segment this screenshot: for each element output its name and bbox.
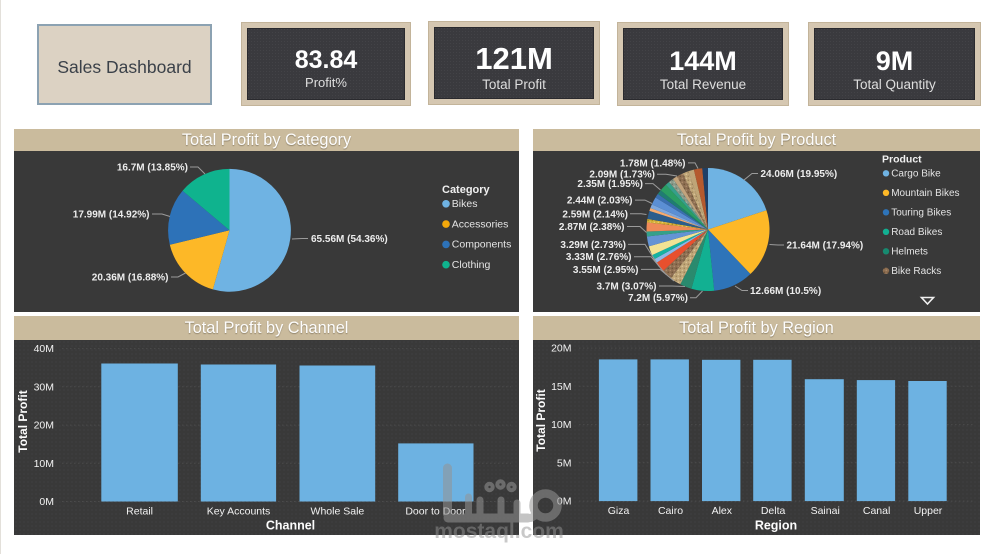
svg-text:24.06M (19.95%): 24.06M (19.95%)	[761, 169, 838, 180]
svg-text:Bike Racks: Bike Racks	[891, 266, 941, 277]
svg-text:20M: 20M	[551, 343, 571, 355]
svg-text:20M: 20M	[34, 420, 54, 432]
svg-text:40M: 40M	[34, 343, 54, 355]
svg-text:Upper: Upper	[914, 505, 943, 517]
svg-text:Touring Bikes: Touring Bikes	[891, 208, 951, 219]
svg-text:3.7M (3.07%): 3.7M (3.07%)	[596, 282, 656, 293]
svg-text:Mountain Bikes: Mountain Bikes	[891, 188, 959, 199]
svg-text:2.35M (1.95%): 2.35M (1.95%)	[577, 179, 643, 190]
svg-text:10M: 10M	[551, 419, 571, 431]
svg-text:Cargo Bike: Cargo Bike	[891, 169, 941, 180]
svg-text:Total Profit: Total Profit	[534, 389, 548, 451]
svg-text:3.29M (2.73%): 3.29M (2.73%)	[560, 240, 626, 251]
svg-text:Giza: Giza	[608, 505, 630, 517]
svg-text:2.44M (2.03%): 2.44M (2.03%)	[567, 196, 633, 207]
svg-text:0M: 0M	[557, 496, 572, 508]
svg-text:2.59M (2.14%): 2.59M (2.14%)	[562, 209, 628, 220]
svg-text:Helmets: Helmets	[891, 247, 928, 258]
svg-text:1.78M (1.48%): 1.78M (1.48%)	[620, 158, 686, 169]
svg-text:3.55M (2.95%): 3.55M (2.95%)	[573, 265, 639, 276]
svg-text:16.7M (13.85%): 16.7M (13.85%)	[117, 163, 188, 174]
svg-text:Sainai: Sainai	[811, 505, 840, 517]
svg-text:Channel: Channel	[266, 519, 315, 533]
svg-text:2.09M (1.73%): 2.09M (1.73%)	[589, 170, 655, 181]
svg-text:7.2M (5.97%): 7.2M (5.97%)	[628, 293, 688, 304]
svg-text:Whole Sale: Whole Sale	[311, 506, 365, 518]
svg-text:3.33M (2.76%): 3.33M (2.76%)	[566, 252, 632, 263]
svg-text:12.66M (10.5%): 12.66M (10.5%)	[750, 286, 821, 297]
svg-text:Clothing: Clothing	[452, 259, 491, 271]
svg-text:Category: Category	[442, 184, 491, 196]
svg-text:20.36M (16.88%): 20.36M (16.88%)	[92, 273, 169, 284]
svg-text:0M: 0M	[39, 496, 54, 508]
svg-text:Road Bikes: Road Bikes	[891, 227, 942, 238]
svg-text:Key Accounts: Key Accounts	[207, 506, 271, 518]
svg-text:Delta: Delta	[761, 505, 786, 517]
svg-text:17.99M (14.92%): 17.99M (14.92%)	[73, 210, 150, 221]
svg-text:Product: Product	[882, 154, 922, 166]
svg-text:65.56M (54.36%): 65.56M (54.36%)	[311, 234, 388, 245]
svg-text:30M: 30M	[34, 381, 54, 393]
svg-text:Alex: Alex	[712, 505, 733, 517]
svg-text:Canal: Canal	[863, 505, 890, 517]
svg-text:2.87M (2.38%): 2.87M (2.38%)	[559, 222, 625, 233]
svg-text:Accessories: Accessories	[452, 218, 509, 230]
svg-text:Bikes: Bikes	[452, 198, 478, 210]
svg-text:21.64M (17.94%): 21.64M (17.94%)	[787, 241, 864, 252]
svg-text:10M: 10M	[34, 458, 54, 470]
svg-text:Door to Door: Door to Door	[405, 506, 466, 518]
svg-text:15M: 15M	[551, 381, 571, 393]
svg-text:Cairo: Cairo	[658, 505, 683, 517]
svg-text:Total Profit: Total Profit	[16, 390, 30, 452]
svg-text:Retail: Retail	[126, 506, 153, 518]
svg-text:Region: Region	[755, 519, 797, 533]
svg-text:Components: Components	[452, 239, 512, 251]
svg-text:5M: 5M	[557, 457, 572, 469]
